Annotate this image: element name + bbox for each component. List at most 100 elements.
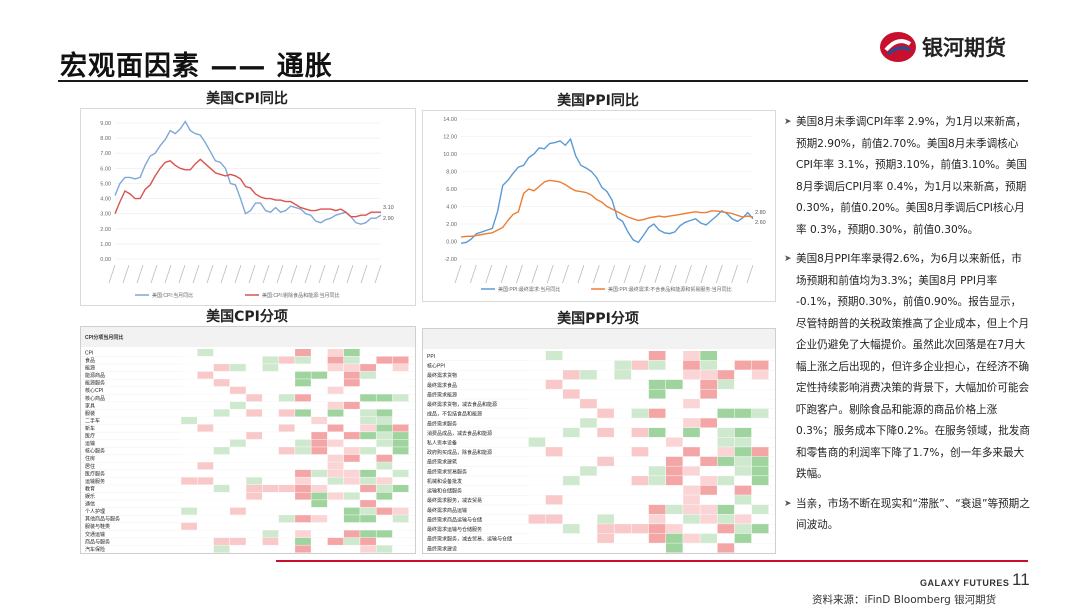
table-cell xyxy=(327,485,344,493)
table-header-bg xyxy=(81,327,415,347)
table-cell xyxy=(683,476,700,486)
table-cell xyxy=(734,408,752,418)
table-cell xyxy=(648,351,666,361)
x-tick-mark xyxy=(304,264,312,284)
table-cell xyxy=(614,408,632,418)
table-cell xyxy=(230,356,246,364)
table-cell xyxy=(751,351,769,361)
table-cell xyxy=(580,504,597,515)
table-cell xyxy=(246,394,263,402)
table-cell xyxy=(181,417,197,425)
table-cell xyxy=(246,492,263,500)
bullet-arrow-icon: ➤ xyxy=(784,117,792,127)
table-cell xyxy=(580,466,597,476)
table-cell xyxy=(734,524,752,534)
y-tick-label: 0.00 xyxy=(446,240,457,246)
table-cell xyxy=(360,401,376,409)
table-row-label: 娱乐 xyxy=(85,493,95,500)
table-cell xyxy=(181,500,197,508)
table-cell xyxy=(665,379,683,389)
x-tick-mark xyxy=(108,264,116,284)
table-cell xyxy=(262,424,279,432)
table-cell xyxy=(751,514,769,524)
table-cell xyxy=(295,417,311,425)
table-row-label: 服装与鞋类 xyxy=(85,523,110,530)
table-cell xyxy=(197,500,214,508)
table-cell xyxy=(683,495,700,505)
footer-rule xyxy=(276,560,1028,562)
table-cell xyxy=(562,504,580,515)
table-cell xyxy=(230,492,246,500)
table-cell xyxy=(295,379,311,387)
table-cell xyxy=(597,427,614,438)
page-number: 11 xyxy=(1012,570,1030,589)
table-cell xyxy=(392,485,409,493)
table-cell xyxy=(597,418,614,428)
table-cell xyxy=(376,515,393,523)
table-cell xyxy=(343,545,360,553)
table-cell xyxy=(734,466,752,476)
x-tick-mark xyxy=(654,264,662,284)
table-row-label: 运输 xyxy=(85,440,95,447)
table-row-label: 核心商品 xyxy=(85,395,105,402)
table-cell xyxy=(213,417,230,425)
table-cell xyxy=(648,514,666,524)
table-cell xyxy=(683,418,700,428)
table-cell xyxy=(631,351,649,361)
table-cell xyxy=(631,447,649,457)
table-cell xyxy=(230,469,246,477)
table-cell xyxy=(230,447,246,455)
table-cell xyxy=(311,424,328,432)
table-cell xyxy=(343,371,360,379)
table-cell xyxy=(700,389,717,399)
table-cell xyxy=(717,476,735,486)
table-cell xyxy=(665,466,683,476)
table-cell xyxy=(648,447,666,457)
table-cell xyxy=(528,399,546,409)
table-cell xyxy=(700,437,717,447)
table-cell xyxy=(528,514,546,524)
table-cell xyxy=(197,432,214,440)
table-cell xyxy=(597,360,614,370)
table-cell xyxy=(360,462,376,470)
table-row-label: 新车 xyxy=(85,425,95,432)
company-logo-text: 银河期货 xyxy=(922,36,1006,60)
table-cell xyxy=(181,522,197,530)
table-cell xyxy=(528,379,546,389)
x-tick-mark xyxy=(192,264,200,284)
table-row-label: 最终需求服务，减去贸易、运输与仓储 xyxy=(427,536,512,543)
table-cell xyxy=(580,514,597,524)
table-cell xyxy=(648,437,666,447)
table-cell xyxy=(181,379,197,387)
table-cell xyxy=(246,530,263,538)
y-tick-label: 2.00 xyxy=(446,222,457,228)
table-cell xyxy=(545,437,563,447)
table-cell xyxy=(545,485,563,495)
table-cell xyxy=(278,500,295,508)
table-cell xyxy=(562,495,580,505)
table-cell xyxy=(343,417,360,425)
table-cell xyxy=(327,371,344,379)
table-row-label: 政府购买成品，除食品和能源 xyxy=(427,449,492,456)
table-cell xyxy=(392,462,409,470)
table-cell xyxy=(751,437,769,447)
table-cell xyxy=(295,386,311,394)
y-tick-label: -2.00 xyxy=(444,257,457,263)
table-row-label: 二手车 xyxy=(85,417,100,424)
table-cell xyxy=(700,456,717,466)
table-cell xyxy=(392,417,409,425)
table-cell xyxy=(246,356,263,364)
table-row-label: 汽车保险 xyxy=(85,546,105,553)
table-cell xyxy=(230,432,246,440)
table-cell xyxy=(392,364,409,372)
table-cell xyxy=(683,408,700,418)
table-cell xyxy=(262,379,279,387)
table-cell xyxy=(545,447,563,457)
bullet-arrow-icon: ➤ xyxy=(784,498,792,509)
table-cell xyxy=(392,492,409,500)
table-cell xyxy=(700,379,717,389)
table-cell xyxy=(665,447,683,457)
table-row-label: 最终需求建筑 xyxy=(427,459,457,466)
table-cell xyxy=(278,492,295,500)
table-cell xyxy=(230,386,246,394)
